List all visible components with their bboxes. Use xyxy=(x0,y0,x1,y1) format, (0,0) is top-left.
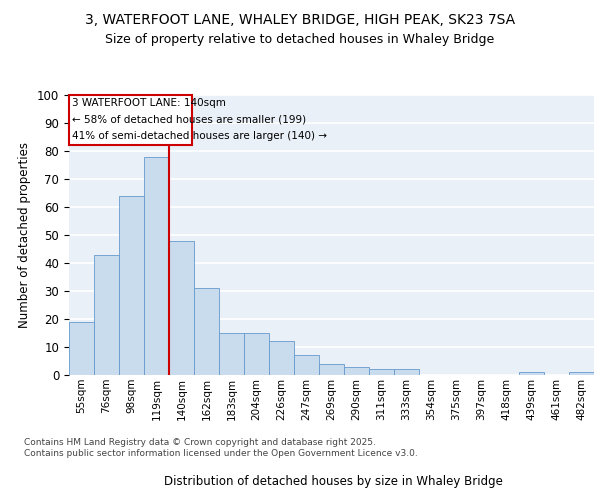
Bar xyxy=(369,370,394,375)
Text: Distribution of detached houses by size in Whaley Bridge: Distribution of detached houses by size … xyxy=(164,474,502,488)
Bar xyxy=(194,288,219,375)
Bar xyxy=(69,322,94,375)
Bar xyxy=(519,372,544,375)
Bar xyxy=(169,240,194,375)
Bar xyxy=(119,196,144,375)
Bar xyxy=(319,364,344,375)
Bar xyxy=(144,156,169,375)
Text: 3 WATERFOOT LANE: 140sqm: 3 WATERFOOT LANE: 140sqm xyxy=(71,98,226,108)
Bar xyxy=(269,342,294,375)
Bar xyxy=(569,372,594,375)
Bar xyxy=(294,356,319,375)
Bar xyxy=(94,254,119,375)
Bar xyxy=(219,333,244,375)
Text: ← 58% of detached houses are smaller (199): ← 58% of detached houses are smaller (19… xyxy=(71,114,305,124)
Y-axis label: Number of detached properties: Number of detached properties xyxy=(19,142,31,328)
Bar xyxy=(394,370,419,375)
Bar xyxy=(244,333,269,375)
Bar xyxy=(344,366,369,375)
Text: 41% of semi-detached houses are larger (140) →: 41% of semi-detached houses are larger (… xyxy=(71,132,326,141)
Text: Contains HM Land Registry data © Crown copyright and database right 2025.
Contai: Contains HM Land Registry data © Crown c… xyxy=(24,438,418,458)
Text: Size of property relative to detached houses in Whaley Bridge: Size of property relative to detached ho… xyxy=(106,32,494,46)
Text: 3, WATERFOOT LANE, WHALEY BRIDGE, HIGH PEAK, SK23 7SA: 3, WATERFOOT LANE, WHALEY BRIDGE, HIGH P… xyxy=(85,12,515,26)
Bar xyxy=(69,95,191,146)
